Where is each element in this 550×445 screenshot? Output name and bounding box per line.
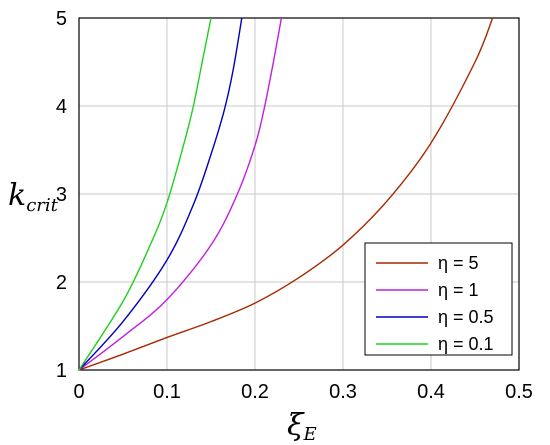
plot-frame <box>78 17 520 371</box>
x-tick-label: 0.1 <box>153 381 181 403</box>
series-layer <box>78 17 494 371</box>
y-tick-label: 3 <box>56 184 67 206</box>
tick-labels: 0 0.1 0.2 0.3 0.4 0.5 1 2 3 4 5 <box>56 8 533 403</box>
legend-label: η = 0.1 <box>438 334 494 354</box>
x-tick-label: 0.3 <box>329 381 357 403</box>
x-tick-label: 0.2 <box>241 381 269 403</box>
y-tick-label: 5 <box>56 8 67 30</box>
y-tick-label: 1 <box>56 360 67 382</box>
legend: η = 5 η = 1 η = 0.5 η = 0.1 <box>364 242 513 356</box>
y-tick-label: 2 <box>56 272 67 294</box>
x-axis-title-sub: E <box>303 424 317 445</box>
y-axis-title-main: k <box>8 178 26 213</box>
x-axis-title-main: ξ <box>287 408 305 443</box>
series-line <box>78 17 494 371</box>
x-axis-title: ξE <box>287 408 317 445</box>
x-tick-label: 0.4 <box>417 381 445 403</box>
series-line <box>78 17 243 371</box>
legend-label: η = 1 <box>438 280 479 300</box>
y-axis-title: kcrit <box>8 178 59 216</box>
y-tick-label: 4 <box>56 96 67 118</box>
x-tick-label: 0 <box>73 381 84 403</box>
legend-box <box>364 242 513 356</box>
series-line <box>78 17 212 371</box>
legend-label: η = 5 <box>438 253 479 273</box>
series-line <box>78 17 283 371</box>
legend-label: η = 0.5 <box>438 307 494 327</box>
x-tick-label: 0.5 <box>505 381 533 403</box>
y-axis-title-sub: crit <box>26 195 58 216</box>
